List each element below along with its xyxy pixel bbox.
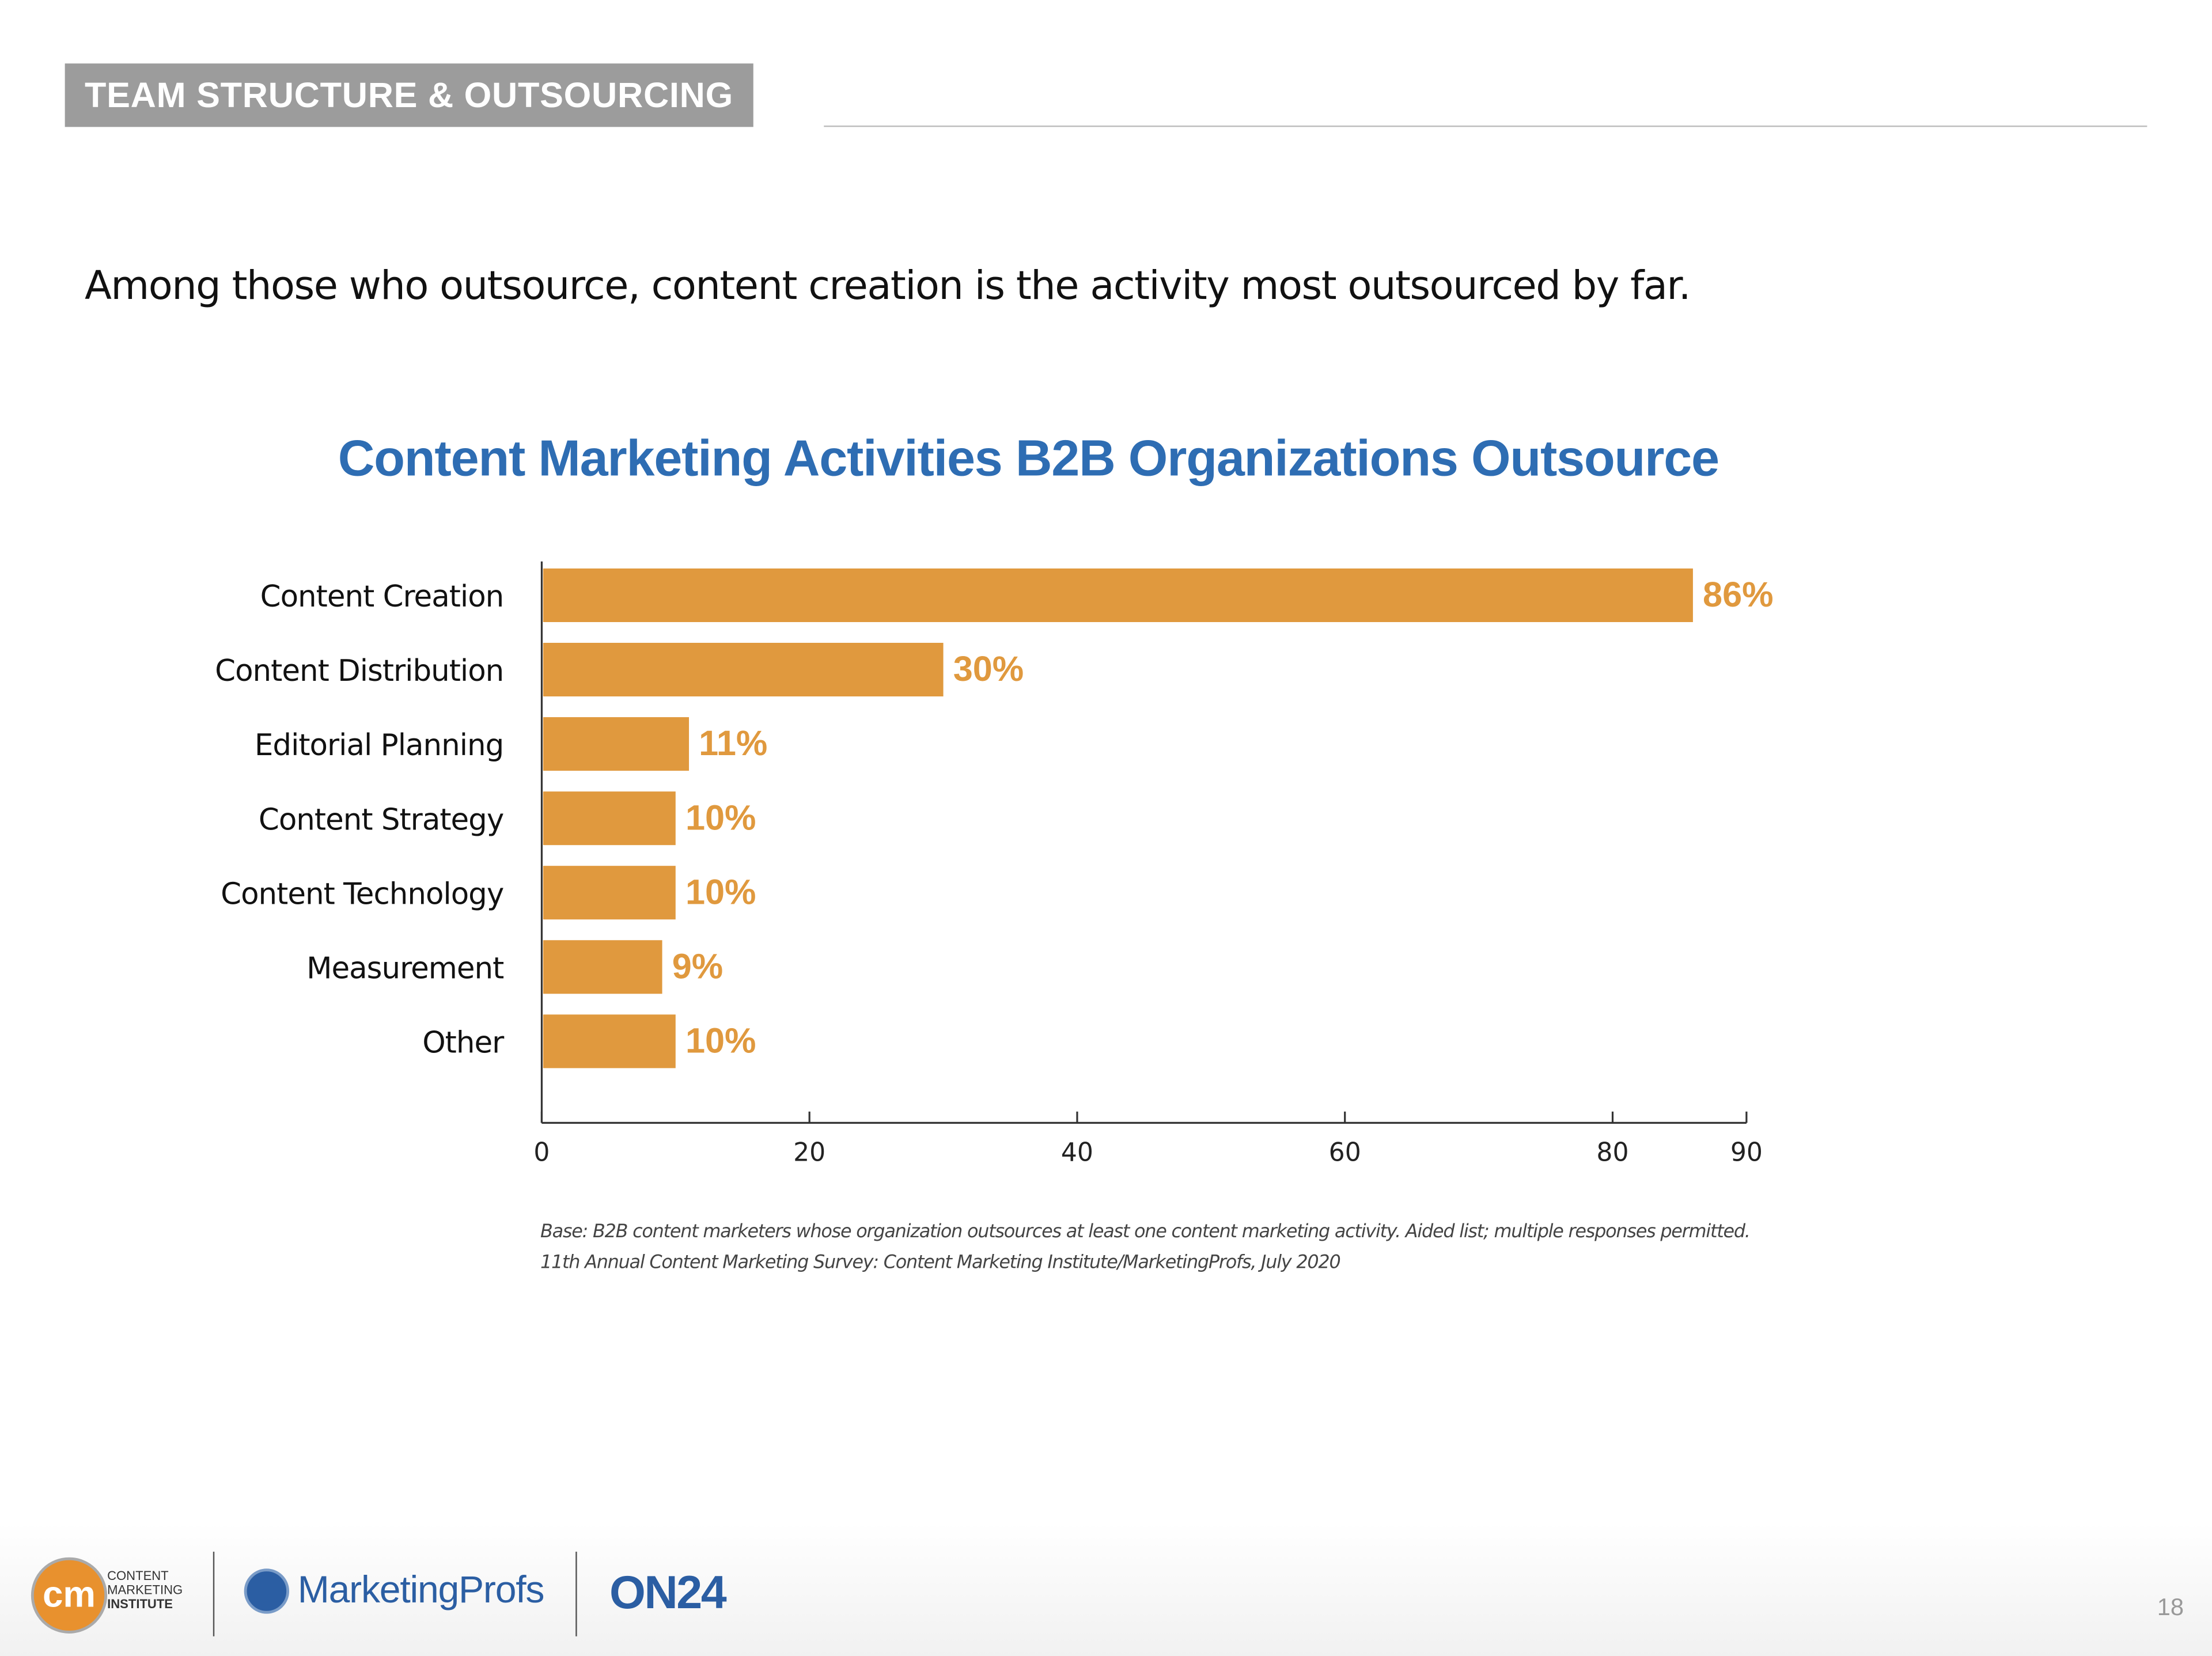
bar	[543, 643, 944, 697]
x-tick-label: 20	[793, 1138, 825, 1168]
data-label: 11%	[699, 723, 767, 763]
footnote-source: 11th Annual Content Marketing Survey: Co…	[540, 1252, 1341, 1274]
cmi-line: MARKETING	[107, 1582, 183, 1597]
x-tick-label: 0	[533, 1138, 550, 1168]
bar	[543, 940, 662, 994]
data-label: 10%	[685, 798, 756, 837]
data-label: 30%	[953, 649, 1024, 688]
category-label: Content Distribution	[215, 654, 503, 688]
logo-divider	[213, 1551, 215, 1636]
category-label: Content Strategy	[259, 802, 503, 837]
cmi-mark: cm	[42, 1572, 96, 1616]
header-divider	[824, 125, 2147, 127]
bar	[543, 866, 676, 920]
category-label: Other	[422, 1025, 505, 1060]
bar	[543, 717, 690, 771]
bar	[543, 568, 1693, 623]
data-label: 10%	[685, 1021, 756, 1060]
data-label: 9%	[672, 946, 723, 986]
footer	[0, 1523, 2212, 1656]
data-label: 10%	[685, 872, 756, 911]
category-label: Content Creation	[260, 579, 504, 614]
footnote-base: Base: B2B content marketers whose organi…	[540, 1221, 1751, 1243]
data-label: 86%	[1703, 575, 1774, 614]
marketingprofs-logo: MarketingProfs	[297, 1568, 545, 1611]
x-tick-label: 90	[1730, 1138, 1763, 1168]
cmi-line: CONTENT	[107, 1568, 169, 1583]
cmi-logo-text: CONTENT MARKETING INSTITUTE	[107, 1568, 183, 1610]
cmi-logo: cm	[31, 1557, 108, 1634]
bar	[543, 1014, 676, 1068]
logo-divider	[575, 1551, 577, 1636]
marketingprofs-icon	[244, 1568, 290, 1614]
chart-title: Content Marketing Activities B2B Organiz…	[338, 429, 1719, 487]
section-title: TEAM STRUCTURE & OUTSOURCING	[65, 63, 753, 127]
x-tick-label: 60	[1329, 1138, 1361, 1168]
bar	[543, 791, 676, 846]
x-tick-label: 40	[1061, 1138, 1093, 1168]
cmi-line: INSTITUTE	[107, 1597, 173, 1611]
category-label: Editorial Planning	[255, 728, 503, 763]
on24-logo: ON24	[609, 1566, 727, 1619]
x-tick-label: 80	[1596, 1138, 1628, 1168]
category-label: Content Technology	[221, 877, 503, 911]
page-number: 18	[2157, 1594, 2184, 1621]
category-label: Measurement	[306, 951, 503, 986]
lead-text: Among those who outsource, content creat…	[84, 262, 1691, 309]
